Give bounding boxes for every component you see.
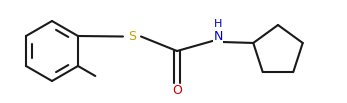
- Text: O: O: [172, 84, 182, 98]
- Text: N: N: [213, 30, 223, 43]
- Text: H: H: [214, 19, 222, 29]
- Text: S: S: [128, 30, 136, 43]
